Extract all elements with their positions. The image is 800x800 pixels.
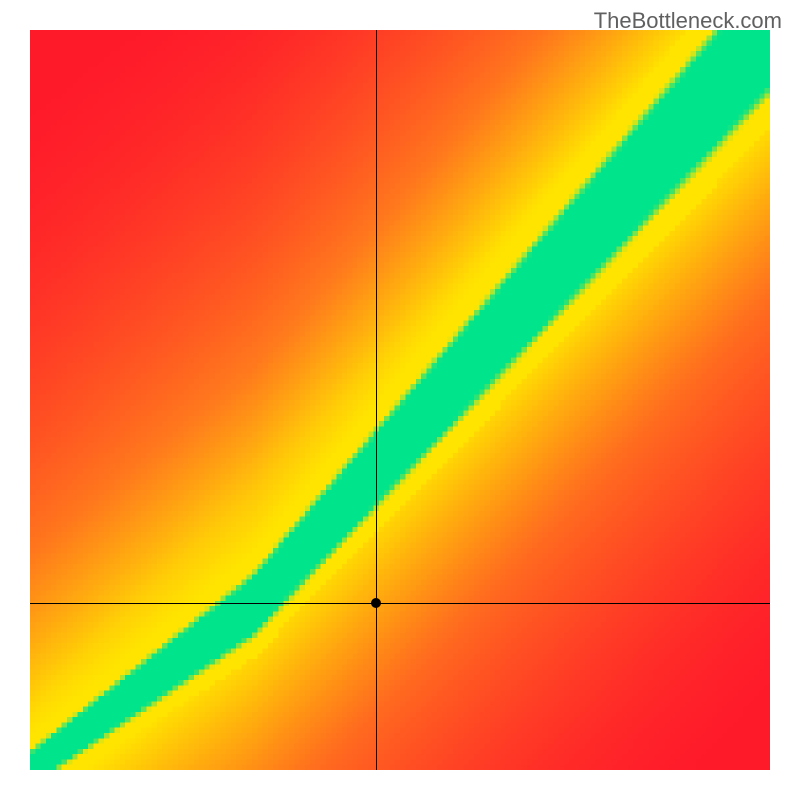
crosshair-vertical [376, 30, 377, 770]
crosshair-horizontal [30, 603, 770, 604]
crosshair-marker [371, 598, 381, 608]
heatmap-plot [30, 30, 770, 770]
chart-container: TheBottleneck.com [0, 0, 800, 800]
watermark-text: TheBottleneck.com [594, 8, 782, 34]
heatmap-canvas [30, 30, 770, 770]
